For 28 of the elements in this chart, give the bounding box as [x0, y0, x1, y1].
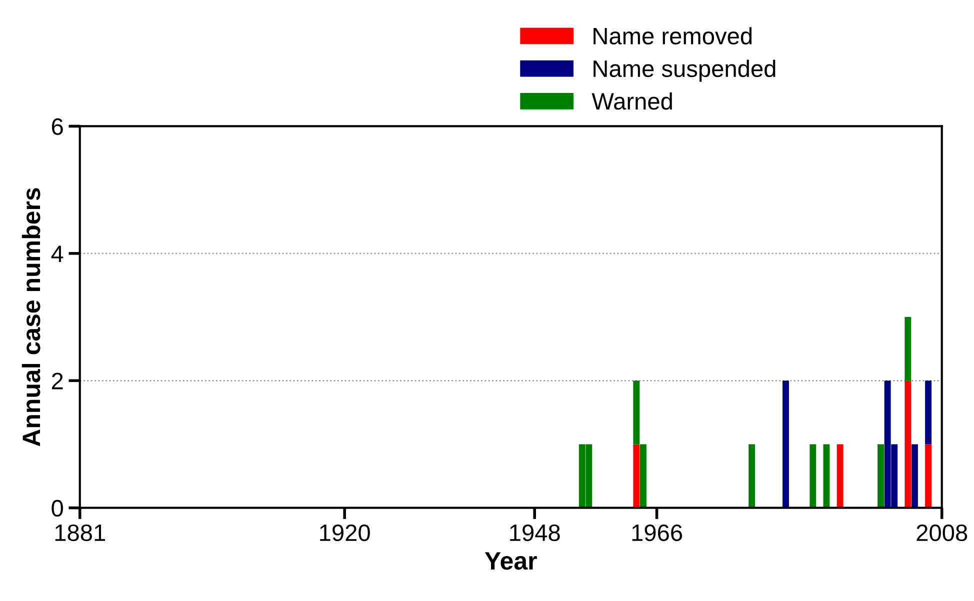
x-tick-label: 2008: [916, 524, 968, 542]
bar: [878, 444, 884, 508]
x-axis-title: Year: [484, 552, 537, 570]
bar: [823, 444, 830, 508]
x-tick-label: 1948: [510, 524, 560, 542]
x-tick-label: 1881: [55, 524, 105, 542]
legend-label: Name suspended: [594, 60, 776, 82]
bar: [904, 380, 912, 508]
bar: [640, 444, 646, 508]
bar: [925, 444, 932, 508]
bar: [782, 380, 789, 508]
x-tick-label: 1966: [632, 524, 682, 542]
y-tick-label: 0: [52, 500, 63, 517]
legend-label: Warned: [592, 92, 672, 110]
bar: [911, 444, 918, 508]
bar: [904, 317, 912, 381]
bar: [925, 380, 932, 444]
bar: [836, 444, 844, 508]
bar: [633, 380, 640, 444]
legend-label: Name removed: [594, 27, 752, 44]
x-tick-label: 1920: [320, 524, 370, 542]
bar: [633, 444, 640, 508]
y-tick-label: 2: [52, 372, 63, 390]
y-tick-label: 4: [51, 246, 64, 262]
y-tick-label: 6: [52, 118, 63, 135]
y-axis-title: Annual case numbers: [22, 188, 40, 446]
bar: [748, 444, 756, 508]
bar: [810, 444, 816, 508]
